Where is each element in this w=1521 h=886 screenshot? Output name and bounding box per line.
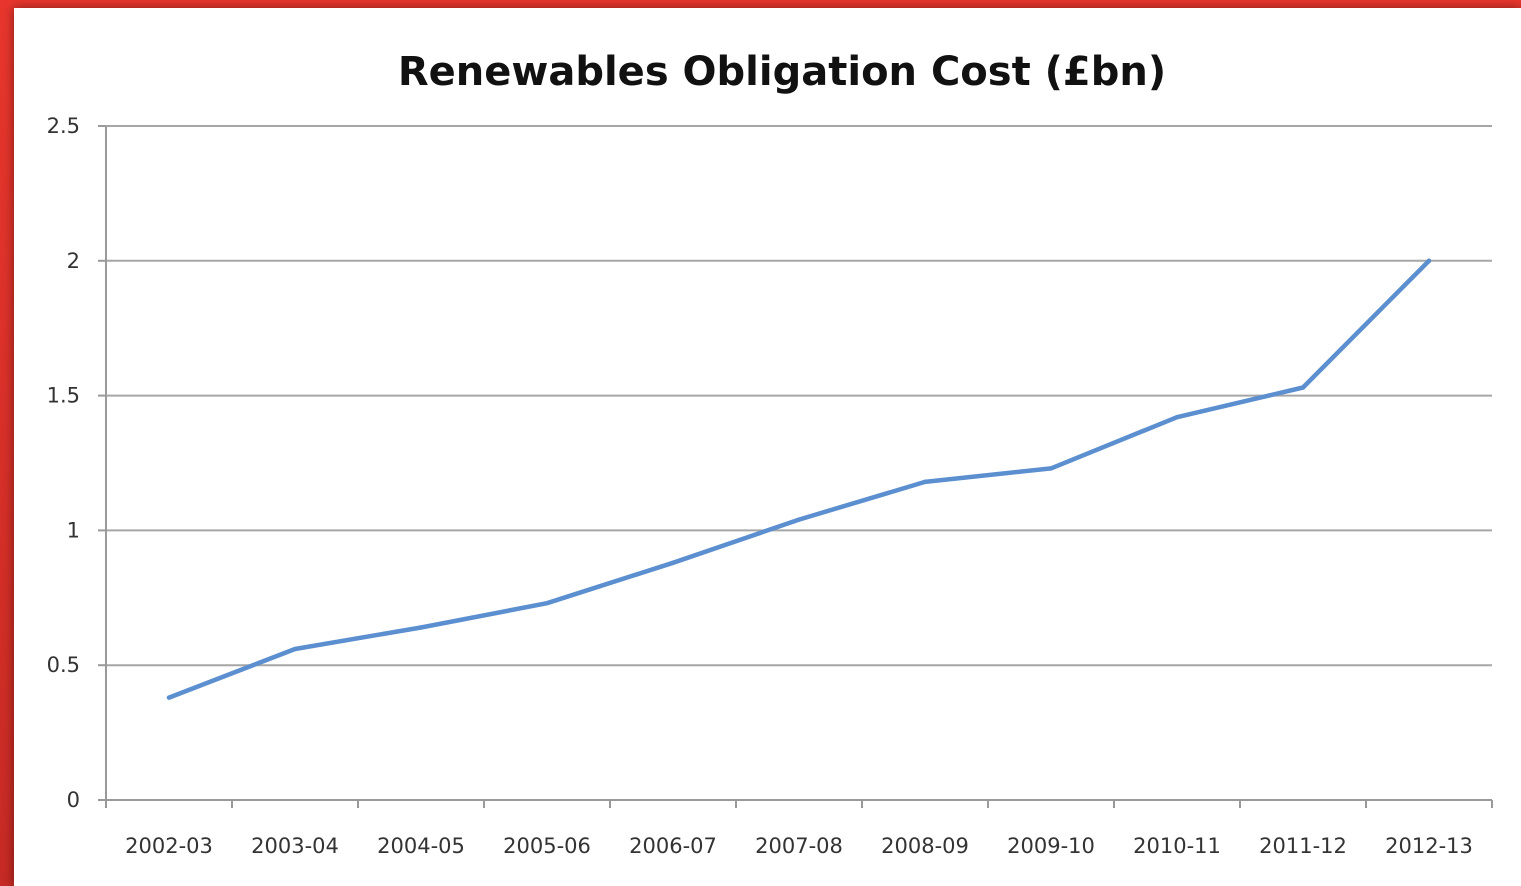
data-point <box>1300 385 1306 390</box>
line-chart: Renewables Obligation Cost (£bn) 0 0.5 1 1.… <box>47 49 1493 858</box>
x-tick-label: 2012-13 <box>1385 834 1473 858</box>
data-point <box>292 646 298 652</box>
y-tick-label: 2 <box>67 249 80 273</box>
y-tick-label: 0 <box>67 788 80 812</box>
chart-frame: Renewables Obligation Cost (£bn) 0 0.5 1 1.… <box>14 8 1521 886</box>
gridlines <box>106 125 1492 667</box>
data-point <box>1174 414 1180 420</box>
data-point <box>418 625 424 630</box>
y-tick-label: 1 <box>67 518 80 542</box>
axes <box>98 125 1493 808</box>
series-line <box>166 258 1432 700</box>
y-tick-label: 2.5 <box>47 114 80 138</box>
data-point <box>922 479 928 485</box>
data-point <box>1426 258 1432 263</box>
y-axis-tick-labels: 0 0.5 1 1.5 2 2.5 <box>47 114 80 812</box>
data-point <box>544 600 550 606</box>
data-point <box>1048 466 1054 471</box>
x-axis-tick-labels: 2002-03 2003-04 2004-05 2005-06 2006-07 2007-… <box>125 834 1473 858</box>
x-tick-label: 2006-07 <box>629 834 717 858</box>
y-tick-label: 0.5 <box>47 653 80 677</box>
x-tick-label: 2005-06 <box>503 834 591 858</box>
data-point <box>670 560 676 565</box>
x-tick-label: 2002-03 <box>125 834 213 858</box>
x-tick-label: 2007-08 <box>755 834 843 858</box>
chart-title: Renewables Obligation Cost (£bn) <box>398 49 1166 95</box>
data-point <box>796 517 802 522</box>
x-tick-label: 2008-09 <box>881 834 969 858</box>
x-tick-label: 2004-05 <box>377 834 465 858</box>
x-tick-label: 2009-10 <box>1007 834 1095 858</box>
x-tick-label: 2003-04 <box>251 834 339 858</box>
x-tick-label: 2010-11 <box>1133 834 1221 858</box>
data-point <box>166 695 172 700</box>
y-tick-label: 1.5 <box>47 384 80 408</box>
series-group <box>166 258 1432 700</box>
x-tick-label: 2011-12 <box>1259 834 1347 858</box>
